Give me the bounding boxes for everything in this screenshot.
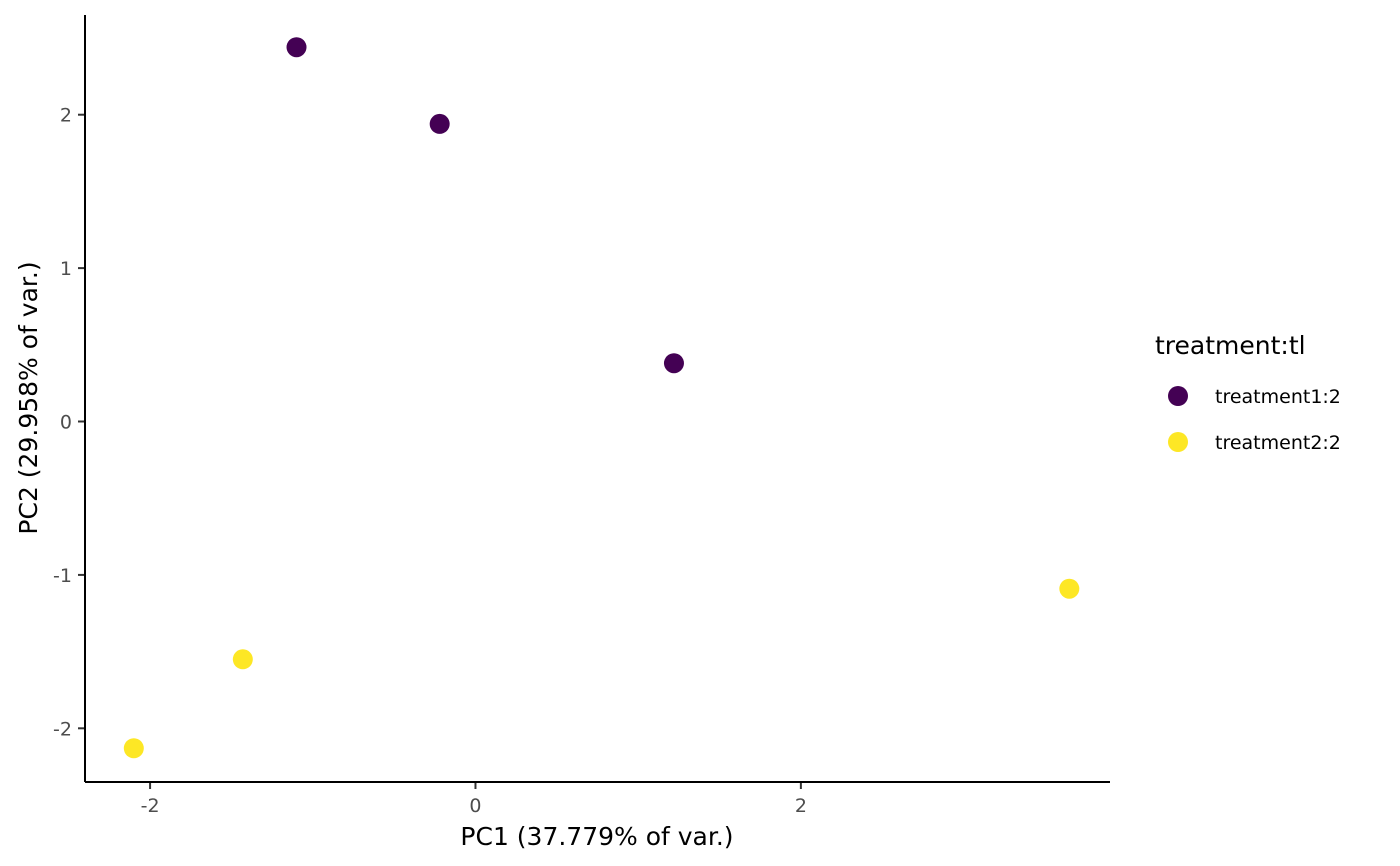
- x-axis-ticks: -2 0 2: [141, 782, 807, 817]
- y-axis-ticks: -2 -1 0 1 2: [53, 105, 85, 740]
- scatter-point-series-1: [286, 37, 307, 58]
- legend-label-2: treatment2:2: [1215, 432, 1341, 454]
- scatter-point-series-1: [663, 353, 684, 374]
- scatter-point-series-1: [429, 113, 450, 134]
- legend-key-1: [1168, 386, 1188, 406]
- legend: treatment:tl treatment1:2 treatment2:2: [1155, 331, 1341, 454]
- y-axis-title: PC2 (29.958% of var.): [14, 261, 43, 534]
- scatter-point-series-2: [123, 738, 144, 759]
- scatter-point-series-2: [232, 649, 253, 670]
- legend-items: treatment1:2 treatment2:2: [1168, 386, 1341, 454]
- y-tick-label: 1: [60, 258, 72, 280]
- x-axis-title: PC1 (37.779% of var.): [460, 822, 733, 851]
- legend-key-2: [1168, 432, 1188, 452]
- y-tick-label: 2: [60, 105, 72, 127]
- scatter-point-series-2: [1059, 578, 1080, 599]
- y-tick-label: 0: [60, 412, 72, 434]
- x-tick-label: 0: [469, 795, 481, 817]
- data-points: [123, 37, 1080, 759]
- legend-title: treatment:tl: [1155, 331, 1306, 360]
- y-tick-label: -2: [53, 718, 72, 740]
- x-tick-label: -2: [141, 795, 160, 817]
- x-tick-label: 2: [795, 795, 807, 817]
- y-tick-label: -1: [53, 565, 72, 587]
- legend-label-1: treatment1:2: [1215, 386, 1341, 408]
